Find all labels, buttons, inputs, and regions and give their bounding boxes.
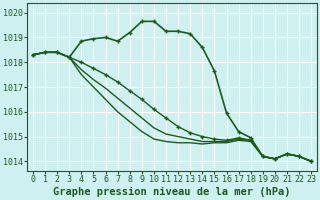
X-axis label: Graphe pression niveau de la mer (hPa): Graphe pression niveau de la mer (hPa) xyxy=(53,187,291,197)
